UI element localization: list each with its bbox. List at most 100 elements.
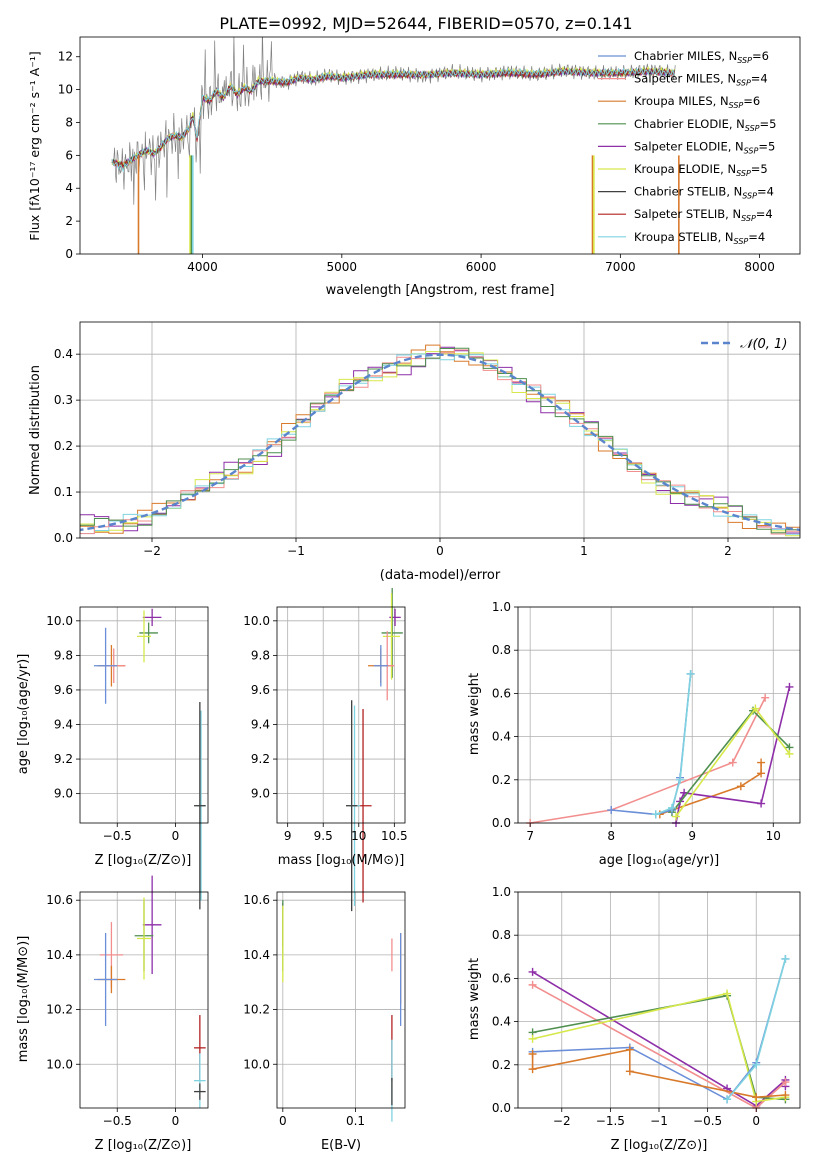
age-vs-z-xlabel: Z [log₁₀(Z/Z⊙)] [95, 853, 192, 868]
weight-vs-age-marker-3-5 [785, 682, 794, 691]
spectrum-ytick-label-6: 12 [58, 50, 73, 64]
weight-vs-z-marker-2-3 [781, 1078, 790, 1087]
weight-vs-age-marker-2-2 [736, 782, 745, 791]
age-vs-mass-ytick-label-4: 9.8 [251, 648, 270, 662]
age-vs-mass-ytick-label-0: 9.0 [251, 787, 270, 801]
weight-vs-z-marker-6-4 [625, 1067, 634, 1076]
spectrum-legend-label-3: Kroupa MILES, NSSP=6 [634, 94, 760, 110]
age-vs-mass-xtick-label-1: 9.5 [314, 829, 333, 843]
weight-vs-z-xtick-label-0: −2 [553, 1114, 571, 1128]
mass-vs-ebv-ytick-label-1: 10.2 [243, 1003, 270, 1017]
mass-vs-ebv-ytick-label-2: 10.4 [243, 948, 270, 962]
residuals-frame [79, 321, 801, 539]
spectrum-ytick-label-4: 8 [65, 115, 73, 129]
spectrum-legend-label-4: Chabrier ELODIE, NSSP=5 [634, 117, 776, 133]
mass-vs-ebv-xlabel: E(B-V) [321, 1138, 361, 1153]
weight-vs-z-marker-4-2 [723, 989, 732, 998]
mass-vs-z-point-9 [194, 1083, 206, 1100]
age-vs-mass-xtick-label-2: 10 [351, 829, 366, 843]
age-vs-z-ylabel: age [log₁₀(age/yr)] [16, 654, 31, 775]
weight-vs-age-xtick-label-1: 8 [607, 829, 615, 843]
weight-vs-age-xtick-label-3: 10 [766, 829, 781, 843]
weight-vs-z-marker-6-5 [752, 1093, 761, 1102]
weight-vs-age-marker-6-1 [607, 806, 616, 815]
weight-vs-age-marker-7-1 [651, 810, 660, 819]
weight-vs-z-marker-2-1 [528, 980, 537, 989]
weight-vs-age-marker-5-2 [751, 704, 760, 713]
residuals-ytick-label-4: 0.4 [54, 347, 73, 361]
weight-vs-z-marker-7-1 [723, 1095, 732, 1104]
weight-vs-z-marker-4-1 [528, 1034, 537, 1043]
mass-vs-ebv-xtick-label-0: 0 [279, 1114, 287, 1128]
age-vs-z-point-2 [139, 622, 158, 644]
age-vs-z-ytick-label-2: 9.4 [54, 718, 73, 732]
age-vs-mass-xtick-label-0: 9 [284, 829, 292, 843]
residuals-legend-label: 𝒩(0, 1) [740, 337, 787, 352]
spectrum-plot-area [111, 37, 680, 254]
age-vs-z-point-8 [194, 702, 206, 910]
age-vs-mass-point-9 [345, 700, 358, 912]
weight-vs-age-xtick-label-2: 9 [688, 829, 696, 843]
mass-vs-ebv-frame [276, 891, 406, 1109]
age-vs-mass-xtick-label-3: 10.5 [381, 829, 408, 843]
age-vs-z-point-1 [142, 608, 162, 627]
mass-vs-z-xlabel: Z [log₁₀(Z/Z⊙)] [95, 1138, 192, 1153]
age-vs-mass-point-6 [373, 645, 388, 687]
age-vs-mass-point-2 [381, 587, 403, 678]
weight-vs-age-line-7 [655, 673, 692, 816]
mass-vs-z-ytick-label-3: 10.6 [46, 893, 73, 907]
age-vs-z-xtick-label-1: 0 [172, 829, 180, 843]
spectrum-legend-label-6: Kroupa ELODIE, NSSP=5 [634, 162, 768, 178]
spectrum-legend-label-5: Salpeter ELODIE, NSSP=5 [634, 139, 775, 155]
weight-vs-z-ytick-label-4: 0.8 [492, 928, 511, 942]
weight-vs-z-marker-7-3 [781, 954, 790, 963]
weight-vs-age-marker-7-3 [676, 775, 685, 784]
spectrum-legend-label-7: Chabrier STELIB, NSSP=4 [634, 185, 774, 201]
residuals-plot-area [80, 344, 800, 537]
weight-vs-z-marker-7-2 [752, 1060, 761, 1069]
weight-vs-z-xtick-label-3: −0.5 [693, 1114, 722, 1128]
age-vs-z-point-3 [137, 610, 151, 663]
spectrum-xtick-label-3: 7000 [605, 260, 636, 274]
weight-vs-z-ytick-label-2: 0.4 [492, 1015, 511, 1029]
age-vs-mass-ytick-label-5: 10.0 [243, 614, 270, 628]
weight-vs-z-frame [517, 891, 801, 1109]
mass-vs-z-ytick-label-0: 10.0 [46, 1057, 73, 1071]
weight-vs-age-xtick-label-0: 7 [526, 829, 534, 843]
model-line-8 [111, 67, 675, 170]
weight-vs-age-line-2 [659, 762, 762, 816]
weight-vs-z-line-4 [532, 992, 786, 1103]
spectrum-ytick-label-1: 2 [65, 214, 73, 228]
weight-vs-age-marker-2-3 [757, 769, 766, 778]
age-vs-z-frame [79, 606, 209, 824]
spectrum-xlabel: wavelength [Angstrom, rest frame] [326, 283, 555, 298]
weight-vs-age-xlabel: age [log₁₀(age/yr)] [599, 853, 720, 868]
weight-vs-z-marker-6-3 [625, 1045, 634, 1054]
residuals-xtick-label-3: 1 [580, 544, 588, 558]
weight-vs-age-marker-3-4 [757, 799, 766, 808]
weight-vs-age-marker-7-2 [667, 803, 676, 812]
spectrum-ylabel: Flux [fλ10⁻¹⁷ erg cm⁻² s⁻¹ A⁻¹] [27, 51, 42, 240]
weight-vs-z-xtick-label-4: 0 [752, 1114, 760, 1128]
mass-vs-z-ytick-label-1: 10.2 [46, 1003, 73, 1017]
age-vs-z-ytick-label-1: 9.2 [54, 752, 73, 766]
weight-vs-age-marker-5-1 [672, 812, 681, 821]
spectrum-xtick-label-0: 4000 [187, 260, 218, 274]
spectrum-ytick-label-0: 0 [65, 247, 73, 261]
age-vs-z-ytick-label-5: 10.0 [46, 614, 73, 628]
spectrum-ytick-label-2: 4 [65, 181, 73, 195]
weight-vs-z-ylabel: mass weight [467, 958, 482, 1040]
weight-vs-z-xlabel: Z [log₁₀(Z/Z⊙)] [611, 1138, 708, 1153]
weight-vs-age-ytick-label-2: 0.4 [492, 730, 511, 744]
weight-vs-age-marker-2-4 [757, 758, 766, 767]
spectrum-legend-label-8: Salpeter STELIB, NSSP=4 [634, 207, 773, 223]
weight-vs-age-ytick-label-1: 0.2 [492, 773, 511, 787]
weight-vs-age-ytick-label-0: 0.0 [492, 816, 511, 830]
age-vs-z-ytick-label-0: 9.0 [54, 787, 73, 801]
mass-vs-z-frame [79, 891, 209, 1109]
weight-vs-age-ytick-label-3: 0.6 [492, 686, 511, 700]
weight-vs-z-ytick-label-5: 1.0 [492, 885, 511, 899]
spectrum-xtick-label-1: 5000 [327, 260, 358, 274]
mass-vs-z-xtick-label-0: −0.5 [103, 1114, 132, 1128]
residuals-ylabel: Normed distribution [28, 365, 43, 495]
